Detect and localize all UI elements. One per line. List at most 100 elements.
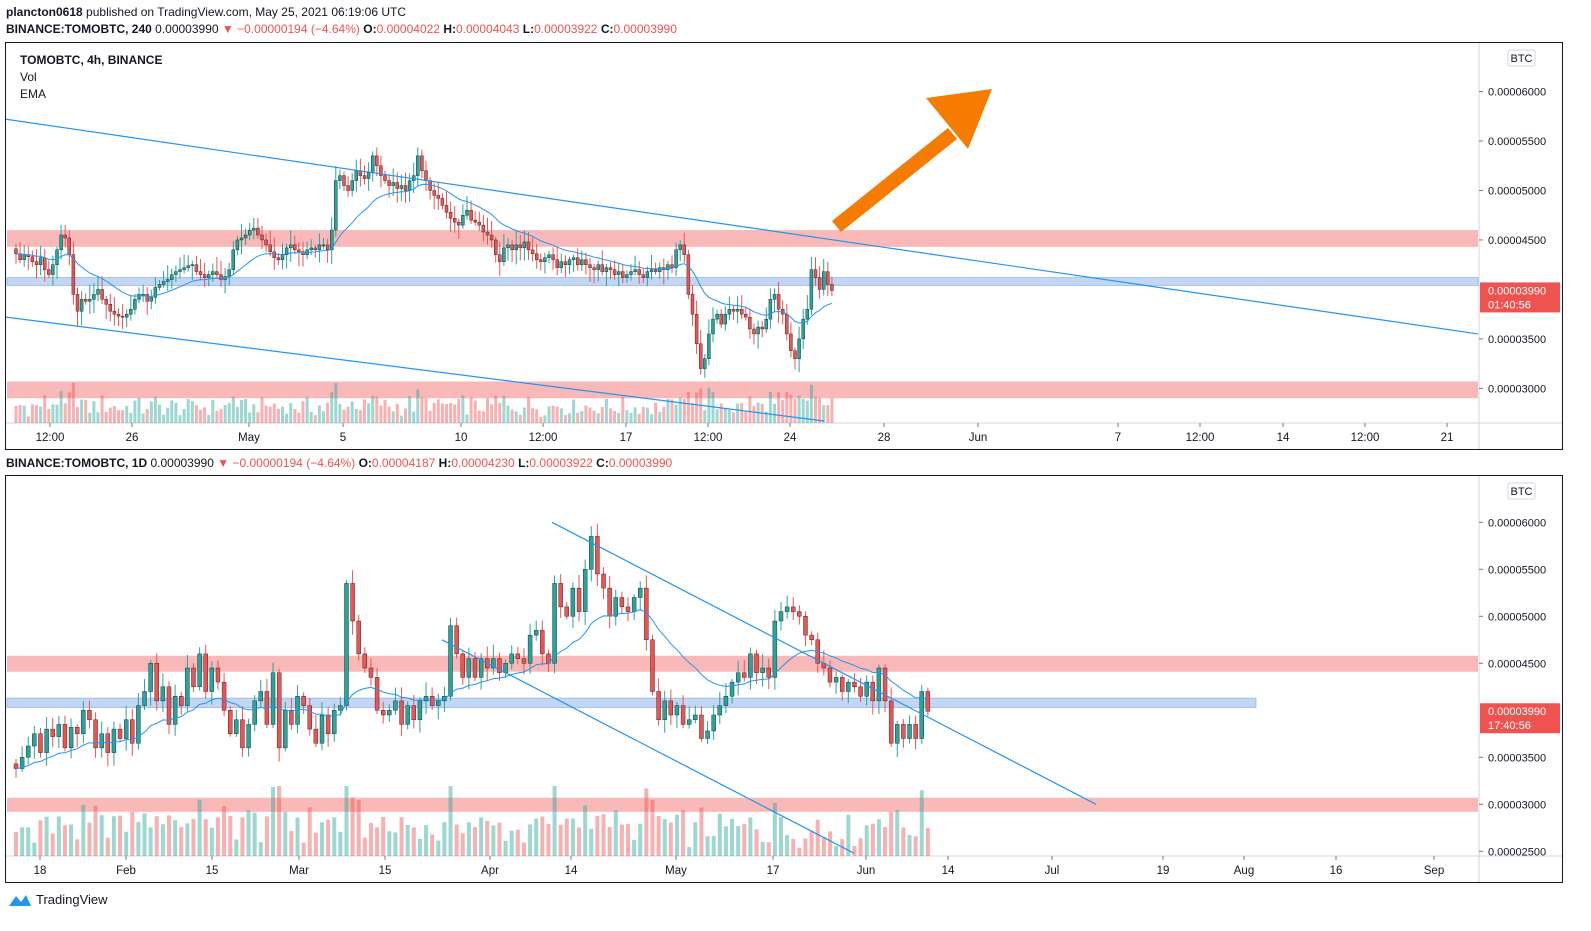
candle-body bbox=[457, 221, 461, 226]
volume-bar bbox=[383, 399, 387, 423]
volume-bar bbox=[358, 410, 362, 423]
legend-vol[interactable]: Vol bbox=[20, 70, 37, 84]
price-label-box bbox=[1480, 282, 1560, 313]
volume-bar bbox=[209, 827, 214, 856]
candle-body bbox=[186, 265, 190, 268]
candle-body bbox=[494, 239, 498, 255]
volume-bar bbox=[417, 838, 422, 856]
tradingview-footer[interactable]: TradingView bbox=[8, 892, 108, 907]
volume-bar bbox=[39, 406, 43, 423]
volume-bar bbox=[252, 404, 256, 423]
volume-bar bbox=[223, 405, 227, 423]
candle-body bbox=[699, 714, 704, 739]
candle-body bbox=[407, 180, 412, 191]
open-bottom: 0.00004187 bbox=[371, 456, 436, 470]
x-tick-label: Aug bbox=[1234, 865, 1254, 877]
candle-body bbox=[342, 175, 346, 186]
candle-body bbox=[221, 681, 227, 711]
candle-body bbox=[785, 313, 789, 335]
y-tick-label: 0.00005500 bbox=[1488, 564, 1546, 576]
candle-body bbox=[399, 185, 404, 189]
volume-bar bbox=[154, 816, 159, 856]
volume-bar bbox=[124, 831, 129, 856]
trend-line-upper bbox=[6, 118, 1479, 335]
volume-bar bbox=[638, 823, 643, 856]
candle-body bbox=[515, 653, 521, 659]
candle-body bbox=[26, 745, 31, 758]
y-tick-label: 0.00003500 bbox=[1488, 752, 1546, 764]
candle-body bbox=[466, 658, 472, 678]
volume-bar bbox=[705, 836, 710, 856]
volume-bar bbox=[568, 413, 571, 423]
candle-body bbox=[387, 180, 391, 186]
volume-bar bbox=[136, 822, 141, 856]
volume-bar bbox=[498, 402, 502, 423]
volume-bar bbox=[809, 384, 813, 423]
volume-bar bbox=[801, 398, 805, 423]
volume-bar bbox=[121, 410, 125, 423]
candle-body bbox=[690, 294, 695, 315]
chart-panel-1d[interactable]: BTC 0.00006000 0.00005500 0.00005000 0.00004… bbox=[5, 475, 1563, 883]
volume-bar bbox=[821, 836, 826, 856]
volume-bar bbox=[203, 407, 207, 423]
y-tick-label: 0.00005000 bbox=[1488, 611, 1546, 623]
volume-bar bbox=[650, 799, 655, 856]
candle-body bbox=[350, 583, 355, 622]
volume-bar bbox=[240, 399, 243, 423]
x-tick-label: Jun bbox=[969, 432, 988, 444]
publisher-name[interactable]: plancton0618 bbox=[6, 5, 83, 19]
volume-bar bbox=[436, 840, 441, 856]
candle-body bbox=[711, 714, 716, 732]
candle-body bbox=[356, 620, 361, 655]
volume-bar bbox=[141, 413, 145, 423]
volume-bar bbox=[203, 819, 208, 856]
candle-body bbox=[497, 658, 502, 673]
candle-body bbox=[876, 667, 882, 702]
candle-body bbox=[830, 284, 834, 291]
candle-body bbox=[79, 299, 84, 312]
volume-bar bbox=[632, 839, 637, 856]
volume-bar bbox=[703, 410, 707, 423]
candle-body bbox=[309, 247, 313, 251]
candle-body bbox=[527, 634, 533, 664]
volume-bar bbox=[803, 838, 808, 856]
candle-body bbox=[272, 251, 276, 258]
volume-bar bbox=[219, 408, 223, 423]
close-top: 0.00003990 bbox=[613, 22, 677, 36]
candle-body bbox=[625, 274, 629, 278]
candle-body bbox=[157, 284, 162, 288]
volume-bar bbox=[88, 412, 92, 423]
volume-bar bbox=[834, 845, 839, 856]
volume-bar bbox=[252, 812, 257, 856]
candle-body bbox=[760, 667, 765, 673]
candle-body bbox=[674, 249, 678, 268]
volume-bar bbox=[55, 404, 59, 423]
candle-body bbox=[260, 234, 264, 241]
candle-body bbox=[185, 667, 190, 706]
volume-bar bbox=[125, 405, 129, 423]
legend-ema[interactable]: EMA bbox=[20, 87, 47, 101]
volume-bar bbox=[344, 786, 349, 856]
chart-4h-svg[interactable]: BTC 0.00006000 0.00005500 0.00005000 0.00004… bbox=[6, 43, 1562, 449]
volume-bar bbox=[381, 816, 386, 856]
l-label-bottom: L: bbox=[518, 456, 530, 470]
candle-body bbox=[442, 695, 447, 702]
candle-body bbox=[405, 705, 410, 725]
candle-body bbox=[731, 309, 736, 312]
volume-bar bbox=[454, 824, 459, 856]
candle-body bbox=[748, 316, 752, 330]
candle-body bbox=[71, 254, 76, 295]
candle-body bbox=[612, 269, 617, 275]
x-tick-label: Jul bbox=[1045, 865, 1060, 877]
volume-bar bbox=[145, 409, 149, 423]
candle-body bbox=[469, 210, 473, 221]
candle-body bbox=[711, 318, 715, 335]
open-top: 0.00004022 bbox=[376, 22, 440, 36]
volume-bar bbox=[408, 396, 412, 423]
candle-body bbox=[264, 239, 268, 246]
candle-body bbox=[124, 313, 129, 318]
chart-panel-4h[interactable]: BTC 0.00006000 0.00005500 0.00005000 0.00004… bbox=[5, 42, 1563, 450]
volume-bar bbox=[297, 412, 301, 423]
volume-bar bbox=[307, 807, 312, 856]
chart-1d-svg[interactable]: BTC 0.00006000 0.00005500 0.00005000 0.00004… bbox=[6, 476, 1562, 882]
